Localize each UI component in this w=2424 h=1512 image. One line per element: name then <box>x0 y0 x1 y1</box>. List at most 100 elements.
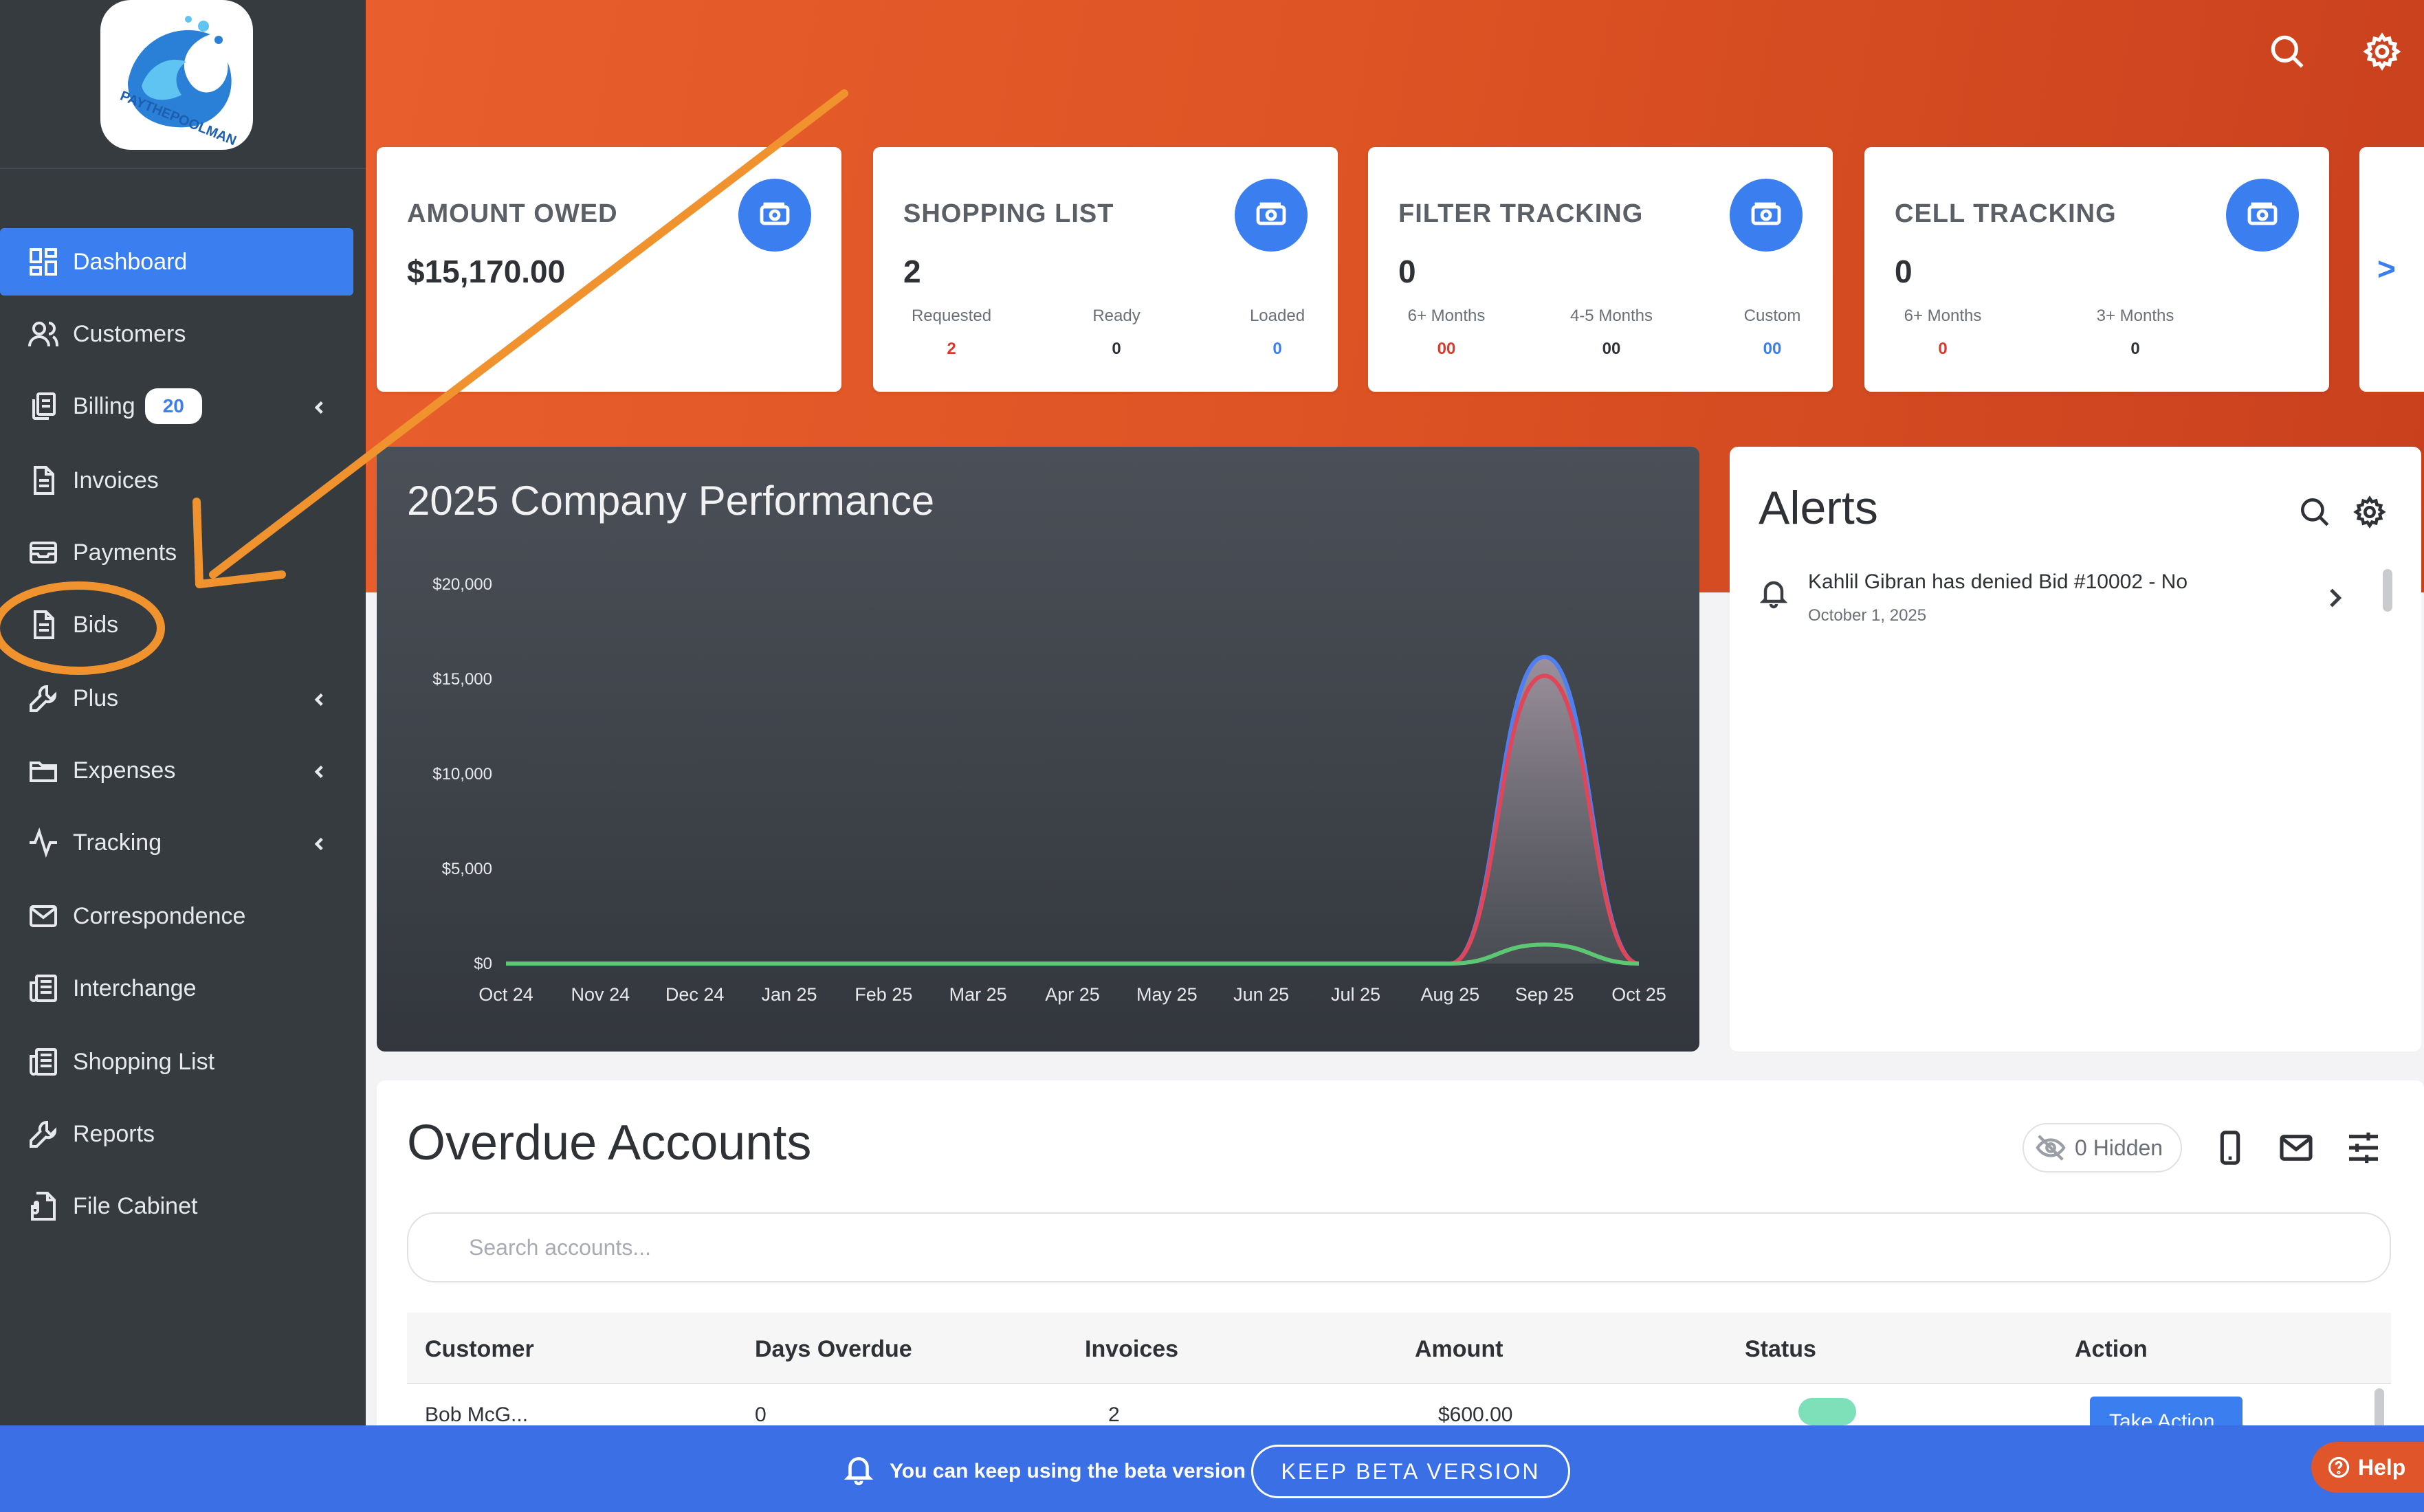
column-customer[interactable]: Customer <box>425 1336 534 1362</box>
stat-label: 6+ Months <box>1407 307 1486 325</box>
cash-icon <box>760 202 790 225</box>
chevron-right-icon[interactable] <box>2321 584 2348 612</box>
series-line-1[interactable] <box>506 674 1640 966</box>
chevron-left-icon[interactable] <box>311 396 329 414</box>
alerts-title: Alerts <box>1759 482 1878 534</box>
search-accounts-input[interactable] <box>407 1212 2391 1282</box>
sidebar-item-label: Tracking <box>73 829 162 856</box>
y-tick-label: $0 <box>474 955 492 973</box>
card-title: CELL TRACKING <box>1895 199 2117 228</box>
stat-card-shopping-list[interactable]: SHOPPING LIST 2 Requested 2 Ready 0 Loaded 0 <box>873 147 1338 392</box>
column-status[interactable]: Status <box>1745 1336 1816 1362</box>
sidebar-divider <box>0 168 366 169</box>
stat-value: 0 <box>1938 340 1948 358</box>
mail-icon[interactable] <box>2277 1129 2315 1167</box>
column-invoices[interactable]: Invoices <box>1085 1336 1179 1362</box>
sliders-icon[interactable] <box>2344 1129 2383 1167</box>
table-header: Customer Days Overdue Invoices Amount St… <box>407 1313 2391 1384</box>
row-days: 0 <box>755 1403 767 1426</box>
x-tick-label: May 25 <box>1136 984 1198 1005</box>
alerts-gear-icon[interactable] <box>2353 495 2387 529</box>
sidebar-item-label: Payments <box>73 539 177 566</box>
x-tick-label: Jan 25 <box>761 984 817 1005</box>
brand-logo[interactable]: PAYTHEPOOLMAN <box>100 0 253 150</box>
card-action-button[interactable] <box>1730 179 1803 252</box>
card-action-button[interactable] <box>738 179 811 252</box>
sidebar-item-tracking[interactable]: Tracking <box>0 809 353 876</box>
row-amount: $600.00 <box>1438 1403 1513 1426</box>
billing-count-badge: 20 <box>144 388 202 424</box>
sidebar-item-label: Reports <box>73 1120 155 1147</box>
stat-label: 6+ Months <box>1904 307 1982 325</box>
help-button[interactable]: Help <box>2311 1442 2424 1493</box>
sidebar-item-shopping-list[interactable]: Shopping List <box>0 1028 353 1096</box>
stat-value: 00 <box>1602 340 1621 358</box>
sidebar-item-expenses[interactable]: Expenses <box>0 737 353 804</box>
series-line-0[interactable] <box>506 654 1640 966</box>
sidebar-item-interchange[interactable]: Interchange <box>0 955 353 1022</box>
document-icon <box>26 463 60 498</box>
alerts-scrollbar[interactable] <box>2383 569 2392 612</box>
newspaper-icon <box>26 971 60 1005</box>
sidebar-item-customers[interactable]: Customers <box>0 300 353 368</box>
sidebar-item-billing[interactable]: Billing 20 <box>0 373 353 440</box>
sidebar-item-correspondence[interactable]: Correspondence <box>0 882 353 950</box>
sidebar-item-label: Correspondence <box>73 902 246 929</box>
x-tick-label: Jun 25 <box>1233 984 1289 1005</box>
chevron-left-icon[interactable] <box>311 688 329 707</box>
search-icon[interactable] <box>2267 32 2307 71</box>
stat-card-filter-tracking[interactable]: FILTER TRACKING 0 6+ Months 00 4-5 Months 00 C… <box>1368 147 1833 392</box>
gear-icon[interactable] <box>2362 32 2402 71</box>
next-cards-arrow[interactable]: > <box>2377 251 2396 287</box>
alert-date: October 1, 2025 <box>1808 606 1927 625</box>
sidebar-item-plus[interactable]: Plus <box>0 665 353 732</box>
stat-label: Ready <box>1092 307 1141 325</box>
stat-value: 2 <box>947 340 956 358</box>
document-icon <box>26 608 60 642</box>
alerts-search-icon[interactable] <box>2298 495 2332 529</box>
cash-icon <box>1256 202 1286 225</box>
column-action[interactable]: Action <box>2075 1336 2148 1362</box>
sidebar-item-label: Dashboard <box>73 248 188 275</box>
card-action-button[interactable] <box>1235 179 1308 252</box>
card-next-peek[interactable]: > <box>2359 147 2424 392</box>
performance-chart: $0 $5,000 $10,000 $15,000 $20,000 Oct 24 Nov 2… <box>432 575 1666 1005</box>
keep-beta-button[interactable]: KEEP BETA VERSION <box>1251 1445 1570 1498</box>
stat-value: 00 <box>1763 340 1782 358</box>
sidebar-item-label: Billing <box>73 392 135 419</box>
x-tick-label: Oct 25 <box>1611 984 1666 1005</box>
cash-icon <box>2247 202 2278 225</box>
overdue-accounts-panel: Overdue Accounts 0 Hidden Customer Days … <box>377 1080 2424 1512</box>
x-tick-label: Sep 25 <box>1515 984 1574 1005</box>
column-amount[interactable]: Amount <box>1415 1336 1503 1362</box>
card-value: 2 <box>903 254 921 289</box>
phone-icon[interactable] <box>2211 1129 2249 1167</box>
sidebar-item-invoices[interactable]: Invoices <box>0 447 353 514</box>
sidebar-item-label: Bids <box>73 611 119 638</box>
help-label: Help <box>2358 1454 2406 1480</box>
billing-icon <box>26 389 60 423</box>
hidden-toggle-button[interactable]: 0 Hidden <box>2023 1123 2182 1172</box>
sidebar-item-payments[interactable]: Payments <box>0 519 353 586</box>
sidebar-item-label: Expenses <box>73 757 176 783</box>
series-line-2[interactable] <box>506 942 1640 966</box>
card-action-button[interactable] <box>2226 179 2299 252</box>
column-days-overdue[interactable]: Days Overdue <box>755 1336 912 1362</box>
stat-card-cell-tracking[interactable]: CELL TRACKING 0 6+ Months 0 3+ Months 0 <box>1864 147 2329 392</box>
sidebar-item-label: Interchange <box>73 975 197 1001</box>
stat-value: 0 <box>2130 340 2140 358</box>
stat-card-amount-owed[interactable]: AMOUNT OWED $15,170.00 <box>377 147 841 392</box>
sidebar-item-reports[interactable]: Reports <box>0 1100 353 1168</box>
alert-item[interactable]: Kahlil Gibran has denied Bid #10002 - No… <box>1757 564 2362 639</box>
payments-icon <box>26 535 60 570</box>
table-scrollbar[interactable] <box>2375 1388 2384 1436</box>
stat-label: 4-5 Months <box>1569 307 1653 325</box>
users-icon <box>26 317 60 351</box>
cash-icon <box>1751 202 1781 225</box>
sidebar-item-dashboard[interactable]: Dashboard <box>0 228 353 296</box>
sidebar-item-bids[interactable]: Bids <box>0 591 353 658</box>
chevron-left-icon[interactable] <box>311 832 329 851</box>
bell-icon <box>841 1452 877 1487</box>
sidebar-item-file-cabinet[interactable]: File Cabinet <box>0 1172 353 1240</box>
chevron-left-icon[interactable] <box>311 760 329 779</box>
